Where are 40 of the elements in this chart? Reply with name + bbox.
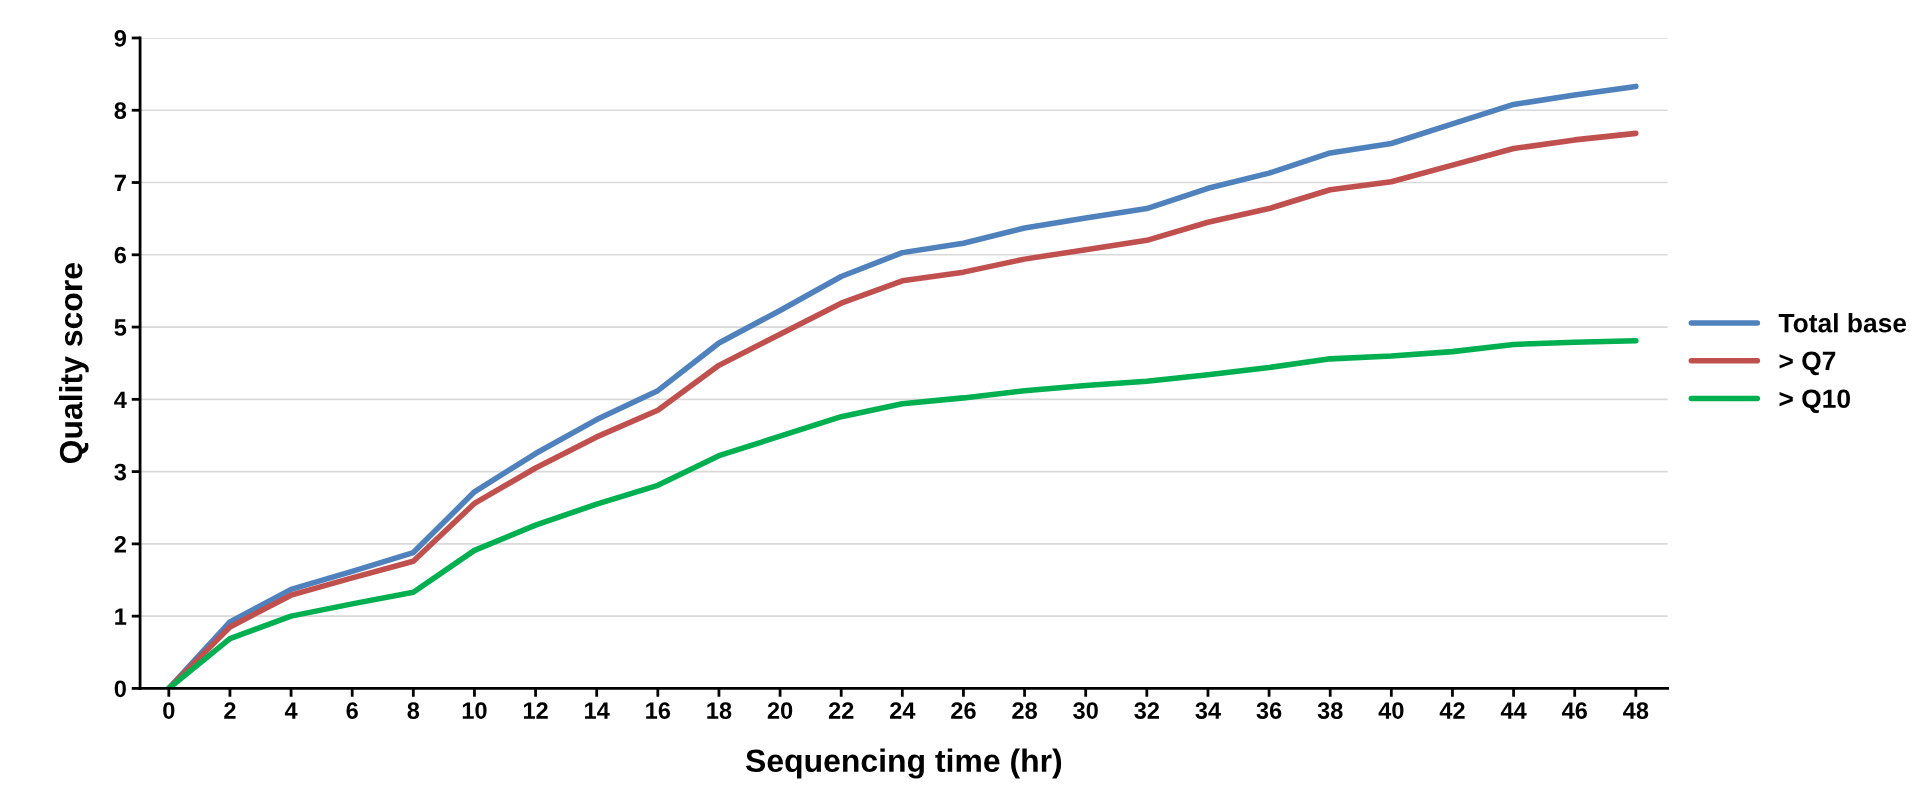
x-tick-label: 22 xyxy=(828,702,854,719)
y-tick-label: 1 xyxy=(115,608,127,625)
x-tick-label: 14 xyxy=(585,702,610,719)
legend-label: > Q7 xyxy=(1779,351,1836,376)
x-axis-title: Sequencing time (hr) xyxy=(745,748,1062,779)
x-tick-label: 18 xyxy=(707,702,732,719)
y-tick-label: 6 xyxy=(114,246,127,264)
x-tick-label: 26 xyxy=(951,702,976,719)
x-tick-label: 28 xyxy=(1012,702,1037,719)
x-tick-label: 6 xyxy=(346,702,358,719)
x-tick-label: 4 xyxy=(284,702,298,719)
legend-label: > Q10 xyxy=(1779,389,1850,414)
x-tick-label: 2 xyxy=(224,702,236,719)
y-tick-label: 3 xyxy=(114,463,127,481)
legend-label: Total base xyxy=(1778,313,1907,333)
x-tick-label: 20 xyxy=(767,702,793,719)
x-tick-label: 30 xyxy=(1073,702,1098,719)
x-tick-label: 32 xyxy=(1134,702,1160,719)
x-tick-label: 16 xyxy=(646,702,671,719)
y-tick-label: 2 xyxy=(114,535,126,553)
y-tick-label: 9 xyxy=(114,30,127,47)
x-tick-label: 8 xyxy=(407,702,420,719)
x-tick-label: 48 xyxy=(1623,702,1649,719)
x-tick-label: 10 xyxy=(462,702,487,719)
y-tick-label: 7 xyxy=(114,174,126,192)
y-tick-label: 0 xyxy=(114,680,126,698)
x-tick-label: 38 xyxy=(1317,702,1343,719)
x-tick-label: 40 xyxy=(1378,702,1404,719)
y-tick-label: 5 xyxy=(114,319,127,336)
x-tick-label: 12 xyxy=(523,702,548,719)
y-tick-label: 4 xyxy=(114,391,127,408)
x-tick-label: 46 xyxy=(1561,702,1587,719)
x-tick-label: 42 xyxy=(1439,702,1465,719)
x-tick-label: 0 xyxy=(163,702,175,719)
y-axis-title: Quality score xyxy=(58,263,89,464)
x-tick-label: 34 xyxy=(1195,702,1221,719)
x-tick-label: 24 xyxy=(890,702,916,719)
y-tick-label: 8 xyxy=(114,102,127,120)
x-tick-label: 36 xyxy=(1256,702,1282,719)
x-tick-label: 44 xyxy=(1500,702,1527,719)
